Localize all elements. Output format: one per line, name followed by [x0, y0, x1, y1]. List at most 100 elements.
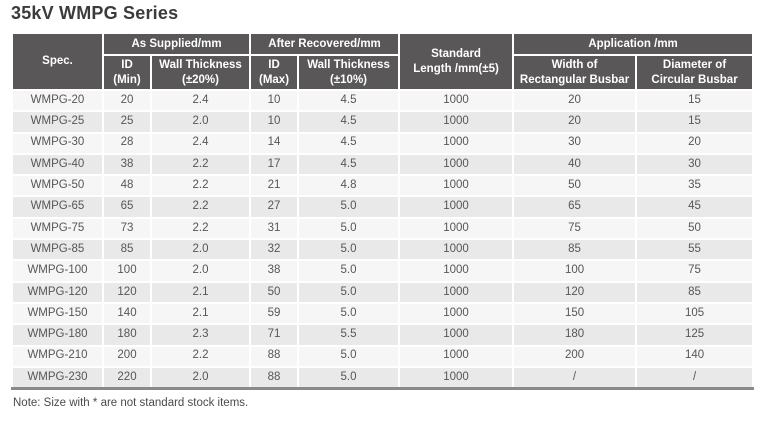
spec-cell: WMPG-210 [11, 344, 104, 368]
value-cell: 15 [635, 110, 755, 134]
value-cell: 75 [635, 259, 755, 283]
table-row: WMPG-180 180 2.3 71 5.5 1000 180 125 [11, 323, 755, 347]
value-cell: 2.2 [149, 152, 252, 177]
value-cell: 1000 [398, 195, 515, 219]
col-header-id-max: ID (Max) [249, 54, 300, 91]
table-row: WMPG-230 220 2.0 88 5.0 1000// [11, 365, 755, 391]
col-header-wall-thickness-10: Wall Thickness (±10%) [297, 54, 401, 91]
value-cell: 40 [512, 152, 638, 177]
table-row: WMPG-20 20 2.4 10 4.5 1000 20 15 [11, 88, 755, 113]
table-row: WMPG-50 48 2.2 21 4.8 1000 50 35 [11, 174, 755, 198]
value-cell: 2.0 [149, 259, 252, 283]
value-cell: 105 [635, 301, 755, 326]
value-cell: 150 [512, 301, 638, 326]
spec-cell: WMPG-85 [11, 238, 104, 262]
value-cell: 15 [635, 88, 755, 113]
value-cell: 75 [512, 216, 638, 241]
value-cell: 140 [635, 344, 755, 368]
value-cell: 20 [512, 88, 638, 113]
value-cell: 4.5 [297, 131, 401, 155]
spec-cell: WMPG-20 [11, 88, 104, 113]
value-cell: 125 [635, 323, 755, 347]
value-cell: / [512, 365, 638, 391]
spec-cell: WMPG-150 [11, 301, 104, 326]
header-row-groups: Spec. As Supplied/mm After Recovered/mm … [11, 32, 755, 91]
value-cell: 100 [102, 259, 152, 283]
table-body: WMPG-20 20 2.4 10 4.5 1000 20 15 WMPG-25 25 2.0 10 4… [11, 88, 755, 391]
wmpg-series-table: Spec. As Supplied/mm After Recovered/mm … [11, 32, 755, 391]
value-cell: 1000 [398, 280, 515, 304]
value-cell: 1000 [398, 110, 515, 134]
spec-cell: WMPG-65 [11, 195, 104, 219]
value-cell: 45 [635, 195, 755, 219]
value-cell: 1000 [398, 301, 515, 326]
col-header-spec: Spec. [11, 32, 104, 91]
value-cell: 180 [102, 323, 152, 347]
value-cell: 73 [102, 216, 152, 241]
table-row: WMPG-30 28 2.4 14 4.5 1000 30 20 [11, 131, 755, 155]
value-cell: 20 [512, 110, 638, 134]
value-cell: 1000 [398, 174, 515, 198]
value-cell: 88 [249, 365, 300, 391]
value-cell: 14 [249, 131, 300, 155]
value-cell: 20 [635, 131, 755, 155]
header-row-subcolumns: ID (Min) Wall Thickness (±20%) ID (Max) … [12, 54, 755, 91]
col-header-width-rectangular-busbar: Width of Rectangular Busbar [512, 54, 638, 91]
value-cell: 35 [635, 174, 755, 198]
value-cell: 50 [635, 216, 755, 241]
value-cell: 220 [102, 365, 152, 391]
spec-cell: WMPG-40 [11, 152, 104, 177]
table-row: WMPG-25 25 2.0 10 4.5 1000 20 15 [11, 110, 755, 134]
value-cell: 2.2 [149, 216, 252, 241]
value-cell: 2.4 [149, 88, 252, 113]
value-cell: 20 [102, 88, 152, 113]
value-cell: 30 [512, 131, 638, 155]
value-cell: 2.0 [149, 238, 252, 262]
page-title: 35kV WMPG Series [11, 3, 179, 23]
table-header: Spec. As Supplied/mm After Recovered/mm … [11, 32, 755, 91]
col-header-wall-thickness-20: Wall Thickness (±20%) [149, 54, 252, 91]
value-cell: 50 [249, 280, 300, 304]
value-cell: 120 [102, 280, 152, 304]
col-header-as-supplied: As Supplied/mm [101, 32, 252, 56]
value-cell: 200 [102, 344, 152, 368]
value-cell: 2.1 [149, 280, 252, 304]
footnote: Note: Size with * are not standard stock… [13, 397, 249, 410]
value-cell: 2.3 [149, 323, 252, 347]
spec-cell: WMPG-50 [11, 174, 104, 198]
value-cell: 5.0 [297, 216, 401, 241]
value-cell: 1000 [398, 323, 515, 347]
value-cell: 10 [249, 88, 300, 113]
table-row: WMPG-40 38 2.2 17 4.5 1000 40 30 [11, 152, 755, 177]
value-cell: 4.5 [297, 110, 401, 134]
value-cell: 2.1 [149, 301, 252, 326]
value-cell: 65 [102, 195, 152, 219]
value-cell: 21 [249, 174, 300, 198]
value-cell: 1000 [398, 365, 515, 391]
value-cell: 85 [102, 238, 152, 262]
value-cell: 5.0 [297, 238, 401, 262]
value-cell: 27 [249, 195, 300, 219]
value-cell: 1000 [398, 216, 515, 241]
value-cell: 48 [102, 174, 152, 198]
value-cell: 1000 [398, 131, 515, 155]
value-cell: 1000 [398, 152, 515, 177]
value-cell: 50 [512, 174, 638, 198]
spec-cell: WMPG-75 [11, 216, 104, 241]
spec-cell: WMPG-180 [11, 323, 104, 347]
spec-cell: WMPG-100 [11, 259, 104, 283]
value-cell: 2.4 [149, 131, 252, 155]
value-cell: 38 [102, 152, 152, 177]
table-row: WMPG-100 100 2.0 38 5.0 1000 100 75 [11, 259, 755, 283]
value-cell: 31 [249, 216, 300, 241]
value-cell: 2.2 [149, 174, 252, 198]
col-header-after-recovered: After Recovered/mm [249, 32, 401, 56]
spec-cell: WMPG-230 [11, 365, 104, 391]
value-cell: 5.5 [297, 323, 401, 347]
value-cell: 1000 [398, 344, 515, 368]
value-cell: 2.2 [149, 195, 252, 219]
value-cell: 100 [512, 259, 638, 283]
value-cell: 65 [512, 195, 638, 219]
value-cell: 2.0 [149, 365, 252, 391]
value-cell: 1000 [398, 88, 515, 113]
